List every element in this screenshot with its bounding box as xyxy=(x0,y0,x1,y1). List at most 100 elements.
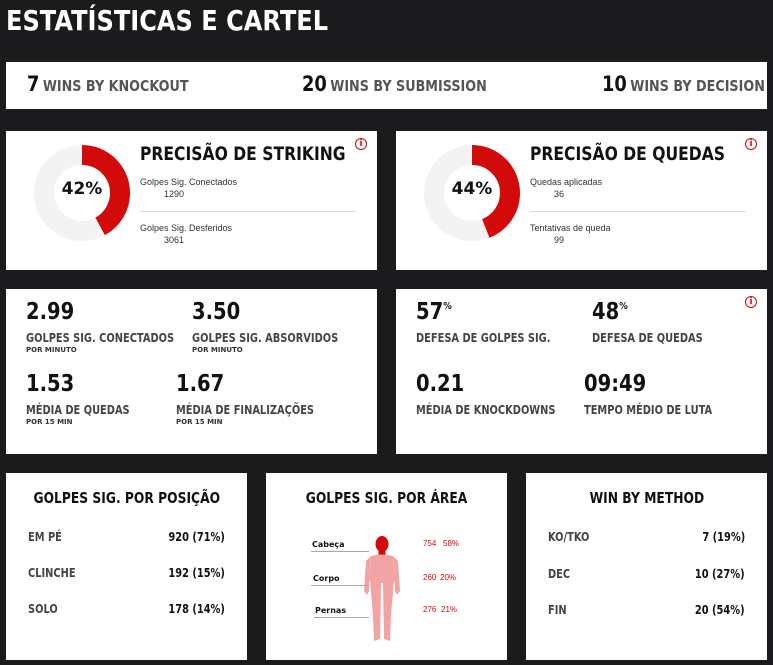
info-icon[interactable]: i xyxy=(745,138,757,150)
stat-label: MÉDIA DE KNOCKDOWNS xyxy=(416,403,556,417)
row-label: FIN xyxy=(548,603,567,617)
stat-value: 0.21 xyxy=(416,371,465,397)
area-count-head: 754 xyxy=(423,539,437,548)
row-value: 20 (54%) xyxy=(695,603,745,617)
area-label-legs: Pernas xyxy=(315,606,347,615)
left-leg-shape xyxy=(370,581,381,641)
card-title: GOLPES SIG. POR ÁREA xyxy=(305,489,468,507)
striking-accuracy-donut xyxy=(34,145,130,241)
stat-takedown-average: 1.53 MÉDIA DE QUEDAS POR 15 MIN xyxy=(26,371,152,426)
leader-line xyxy=(311,585,369,586)
wins-knockout-count: 7 xyxy=(27,72,40,96)
method-row-dec: DEC 10 (27%) xyxy=(548,567,745,583)
wins-bar: 7 WINS BY KNOCKOUT 20 WINS BY SUBMISSION 1… xyxy=(6,62,767,109)
leader-line xyxy=(311,551,369,552)
stat-label: MÉDIA DE QUEDAS xyxy=(26,403,130,417)
stat-value: 57% xyxy=(416,299,452,325)
stat-label: GOLPES SIG. CONECTADOS xyxy=(26,331,175,345)
stat-value: 48% xyxy=(592,299,628,325)
wins-submission-count: 20 xyxy=(302,72,327,96)
stat-sig-strikes-landed: 2.99 GOLPES SIG. CONECTADOS POR MINUTO xyxy=(26,299,207,354)
stat-takedown-defense: 48% DEFESA DE QUEDAS xyxy=(592,299,727,345)
stat-value: 3.50 xyxy=(192,299,241,325)
takedowns-landed-label: Quedas aplicadas xyxy=(530,177,603,187)
win-by-method-card: WIN BY METHOD KO/TKO 7 (19%) DEC 10 (27%… xyxy=(526,473,767,660)
area-label-head: Cabeça xyxy=(312,540,345,549)
sig-strikes-attempted-value: 3061 xyxy=(164,235,185,245)
area-percent-legs: 21% xyxy=(441,605,458,614)
takedown-accuracy-percent: 44% xyxy=(451,179,493,199)
stat-sublabel: POR 15 MIN xyxy=(26,418,73,426)
area-percent-body: 20% xyxy=(440,573,457,582)
stat-value: 09:49 xyxy=(584,371,647,397)
body-figure-icon xyxy=(364,536,400,641)
area-label-body: Corpo xyxy=(313,574,340,583)
row-label: EM PÉ xyxy=(28,530,62,544)
page-title: ESTATÍSTICAS E CARTEL xyxy=(6,4,329,37)
method-row-fin: FIN 20 (54%) xyxy=(548,603,745,619)
stat-label: DEFESA DE GOLPES SIG. xyxy=(416,331,551,345)
position-row-standing: EM PÉ 920 (71%) xyxy=(28,530,225,546)
stat-value: 1.67 xyxy=(176,371,225,397)
leader-line xyxy=(314,617,369,618)
position-row-clinch: CLINCHE 192 (15%) xyxy=(28,566,225,582)
takedowns-attempted-label: Tentativas de queda xyxy=(530,223,611,233)
row-value: 178 (14%) xyxy=(168,602,225,616)
striking-accuracy-percent: 42% xyxy=(61,179,103,199)
takedown-accuracy-donut xyxy=(424,145,520,241)
donut-fill xyxy=(34,145,130,241)
row-value: 920 (71%) xyxy=(168,530,225,544)
stat-label: GOLPES SIG. ABSORVIDOS xyxy=(192,331,339,345)
stat-average-fight-time: 09:49 TEMPO MÉDIO DE LUTA xyxy=(584,371,740,417)
sig-strikes-attempted-label: Golpes Sig. Desferidos xyxy=(140,223,233,233)
wins-decision-label: WINS BY DECISION xyxy=(630,77,765,95)
sig-strikes-landed-value: 1290 xyxy=(164,189,185,199)
stat-label: TEMPO MÉDIO DE LUTA xyxy=(584,403,713,417)
stats-defense-card: 57% DEFESA DE GOLPES SIG. 48% DEFESA DE … xyxy=(396,289,767,454)
stat-submission-average: 1.67 MÉDIA DE FINALIZAÇÕES POR 15 MIN xyxy=(176,371,344,426)
row-label: CLINCHE xyxy=(28,566,76,580)
wins-decision-count: 10 xyxy=(602,72,627,96)
row-value: 192 (15%) xyxy=(168,566,225,580)
row-label: KO/TKO xyxy=(548,530,590,544)
right-leg-shape xyxy=(383,581,394,641)
divider xyxy=(530,211,746,212)
head-shape xyxy=(375,536,389,552)
takedown-accuracy-title: PRECISÃO DE QUEDAS xyxy=(530,143,725,165)
row-value: 7 (19%) xyxy=(702,530,745,544)
wins-decision: 10 WINS BY DECISION xyxy=(602,72,773,96)
stat-knockdown-average: 0.21 MÉDIA DE KNOCKDOWNS xyxy=(416,371,586,417)
torso-shape xyxy=(369,554,395,583)
card-title: GOLPES SIG. POR POSIÇÃO xyxy=(33,489,220,507)
striking-accuracy-title: PRECISÃO DE STRIKING xyxy=(140,143,346,165)
divider xyxy=(140,211,356,212)
takedowns-attempted-value: 99 xyxy=(554,235,565,245)
sig-strikes-by-position-card: GOLPES SIG. POR POSIÇÃO EM PÉ 920 (71%) … xyxy=(6,473,247,660)
row-label: SOLO xyxy=(28,602,58,616)
info-icon[interactable]: i xyxy=(745,296,757,308)
method-row-ko-tko: KO/TKO 7 (19%) xyxy=(548,530,745,546)
wins-submission: 20 WINS BY SUBMISSION xyxy=(302,72,519,96)
position-row-ground: SOLO 178 (14%) xyxy=(28,602,225,618)
sig-strikes-by-area-card: GOLPES SIG. POR ÁREA Cabeça 754 58% Corp… xyxy=(266,473,507,660)
stat-value: 1.53 xyxy=(26,371,75,397)
right-arm-shape xyxy=(393,556,400,595)
stat-sublabel: POR MINUTO xyxy=(192,346,243,354)
info-icon[interactable]: i xyxy=(355,138,367,150)
row-label: DEC xyxy=(548,567,571,581)
takedowns-landed-value: 36 xyxy=(554,189,565,199)
stat-sig-strikes-absorbed: 3.50 GOLPES SIG. ABSORVIDOS POR MINUTO xyxy=(192,299,370,354)
takedown-accuracy-card: 44% PRECISÃO DE QUEDAS Quedas aplicadas … xyxy=(396,131,767,270)
stats-per-minute-card: 2.99 GOLPES SIG. CONECTADOS POR MINUTO 3… xyxy=(6,289,377,454)
stat-label: MÉDIA DE FINALIZAÇÕES xyxy=(176,403,315,417)
area-count-body: 260 xyxy=(423,573,437,582)
card-title: WIN BY METHOD xyxy=(589,489,704,507)
neck-shape xyxy=(378,550,386,555)
area-count-legs: 276 xyxy=(423,605,437,614)
stat-value: 2.99 xyxy=(26,299,75,325)
wins-submission-label: WINS BY SUBMISSION xyxy=(330,77,487,95)
sig-strikes-landed-label: Golpes Sig. Conectados xyxy=(140,177,238,187)
donut-fill xyxy=(424,145,520,241)
stat-sig-strike-defense: 57% DEFESA DE GOLPES SIG. xyxy=(416,299,580,345)
wins-knockout-label: WINS BY KNOCKOUT xyxy=(42,77,189,95)
